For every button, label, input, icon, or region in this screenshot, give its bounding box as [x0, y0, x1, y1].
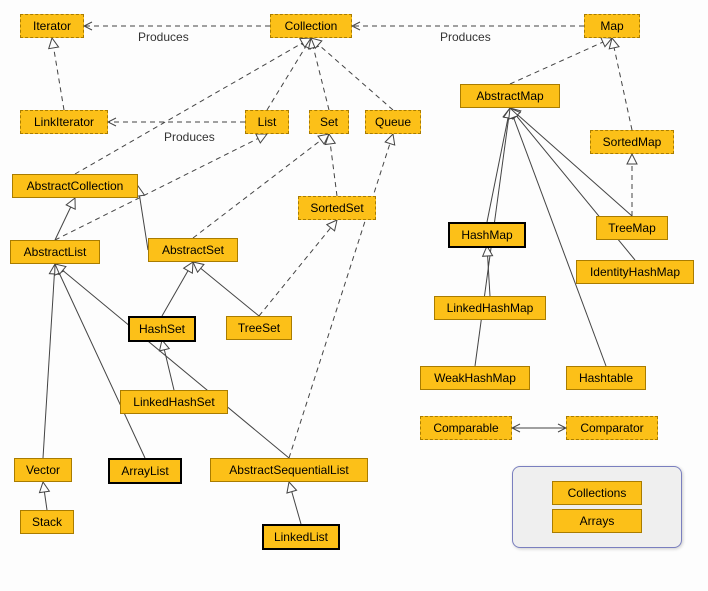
node-abstractlist: AbstractList — [10, 240, 100, 264]
node-arraylist: ArrayList — [108, 458, 182, 484]
node-list: List — [245, 110, 289, 134]
node-hashmap: HashMap — [448, 222, 526, 248]
node-iterator: Iterator — [20, 14, 84, 38]
node-set: Set — [309, 110, 349, 134]
edge-label-0: Produces — [138, 30, 189, 44]
node-weakhmap: WeakHashMap — [420, 366, 530, 390]
legend-box: Collections Arrays — [512, 466, 682, 548]
node-absseqlist: AbstractSequentialList — [210, 458, 368, 482]
node-hashtable: Hashtable — [566, 366, 646, 390]
node-stack: Stack — [20, 510, 74, 534]
node-map: Map — [584, 14, 640, 38]
node-treeset: TreeSet — [226, 316, 292, 340]
node-treemap: TreeMap — [596, 216, 668, 240]
node-abscoll: AbstractCollection — [12, 174, 138, 198]
node-collection: Collection — [270, 14, 352, 38]
edge-label-2: Produces — [164, 130, 215, 144]
node-linkedhmap: LinkedHashMap — [434, 296, 546, 320]
edge-label-1: Produces — [440, 30, 491, 44]
node-queue: Queue — [365, 110, 421, 134]
node-hashset: HashSet — [128, 316, 196, 342]
node-abstractset: AbstractSet — [148, 238, 238, 262]
node-abstractmap: AbstractMap — [460, 84, 560, 108]
node-idhashmap: IdentityHashMap — [576, 260, 694, 284]
node-comparable: Comparable — [420, 416, 512, 440]
node-linkedlist: LinkedList — [262, 524, 340, 550]
node-sortedset: SortedSet — [298, 196, 376, 220]
node-linkedhset: LinkedHashSet — [120, 390, 228, 414]
legend-item-1: Arrays — [552, 509, 642, 533]
node-comparator: Comparator — [566, 416, 658, 440]
node-linkiterator: LinkIterator — [20, 110, 108, 134]
node-vector: Vector — [14, 458, 72, 482]
legend-item-0: Collections — [552, 481, 642, 505]
node-sortedmap: SortedMap — [590, 130, 674, 154]
